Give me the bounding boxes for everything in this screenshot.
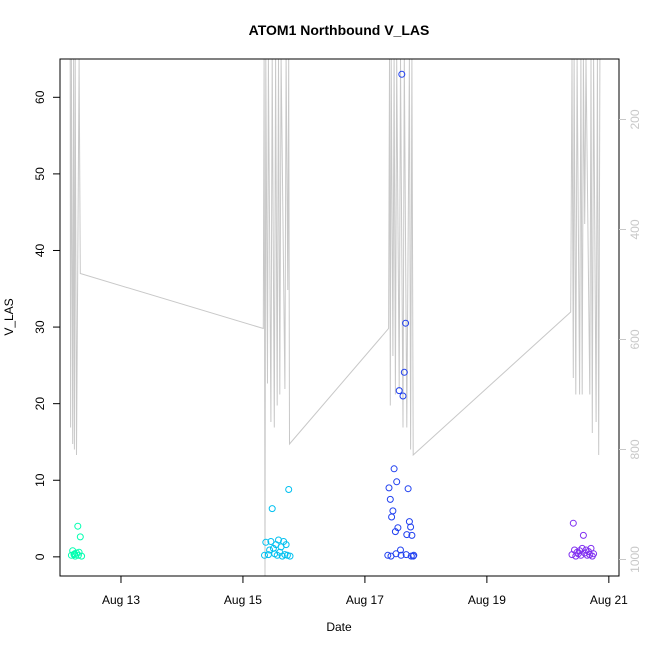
data-point: [404, 485, 412, 493]
data-point: [389, 507, 397, 515]
data-point: [403, 531, 411, 539]
y2-tick-label: 600: [628, 329, 642, 349]
data-point: [407, 523, 415, 531]
data-point: [402, 551, 410, 559]
data-point: [266, 546, 274, 554]
data-point: [579, 531, 587, 539]
data-point: [410, 551, 418, 559]
data-point: [409, 552, 417, 560]
data-point: [268, 505, 276, 513]
data-point: [587, 544, 595, 552]
x-axis-label: Date: [326, 620, 352, 634]
y-tick-label: 10: [33, 473, 47, 487]
y2-tick-label: 400: [628, 219, 642, 239]
data-point: [402, 319, 410, 327]
data-point: [262, 538, 270, 546]
data-point: [275, 536, 282, 544]
data-point: [400, 368, 408, 376]
y-tick-label: 30: [33, 320, 47, 334]
data-point: [408, 531, 416, 539]
y2-tick-label: 1000: [628, 546, 642, 573]
data-point: [286, 552, 294, 560]
y-tick-label: 0: [33, 553, 47, 560]
point-series-3: [384, 70, 418, 560]
data-point: [385, 484, 393, 492]
chart-title: ATOM1 Northbound V_LAS: [249, 22, 430, 38]
series-line: [69, 58, 601, 577]
y-axis-label: V_LAS: [2, 298, 16, 335]
line-series-layer: [69, 58, 601, 577]
point-series-1: [67, 522, 86, 560]
data-point: [74, 522, 82, 530]
x-tick-label: Aug 19: [468, 593, 506, 607]
data-point: [76, 533, 84, 541]
point-series-4: [568, 519, 598, 560]
data-point: [399, 392, 407, 400]
data-point: [261, 551, 268, 559]
x-tick-label: Aug 15: [224, 593, 262, 607]
data-point: [71, 550, 79, 558]
data-point: [390, 465, 398, 473]
data-point: [267, 538, 275, 545]
data-point: [392, 550, 400, 558]
data-point: [397, 546, 404, 554]
y2-tick-label: 200: [628, 109, 642, 129]
data-point: [386, 495, 394, 503]
x-tick-label: Aug 21: [590, 593, 628, 607]
y-tick-label: 40: [33, 243, 47, 257]
data-point: [394, 524, 402, 532]
data-point: [282, 541, 290, 549]
x-tick-label: Aug 13: [102, 593, 140, 607]
point-series-2: [261, 486, 294, 560]
y-tick-label: 50: [33, 167, 47, 181]
data-point: [590, 550, 598, 558]
points-layer: [67, 70, 598, 560]
y-tick-label: 20: [33, 397, 47, 411]
data-point: [398, 70, 406, 78]
data-point: [569, 519, 577, 527]
data-point: [393, 478, 401, 486]
data-point: [384, 551, 392, 559]
y-axis: 0 10 20 30 40 50 60: [33, 90, 60, 560]
data-point: [285, 486, 293, 493]
x-axis: Aug 13 Aug 15 Aug 17 Aug 19 Aug 21: [102, 576, 628, 607]
x-tick-label: Aug 17: [346, 593, 384, 607]
data-point: [74, 551, 82, 559]
data-point: [395, 387, 403, 395]
data-point: [78, 552, 86, 560]
y-tick-label: 60: [33, 90, 47, 104]
y2-tick-label: 800: [628, 439, 642, 459]
plot-frame: [59, 58, 620, 577]
y2-axis: 200 400 600 800 1000: [619, 109, 642, 573]
data-point: [397, 551, 405, 559]
